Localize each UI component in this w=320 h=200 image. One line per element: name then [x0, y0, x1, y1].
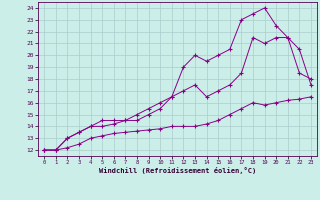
X-axis label: Windchill (Refroidissement éolien,°C): Windchill (Refroidissement éolien,°C): [99, 167, 256, 174]
